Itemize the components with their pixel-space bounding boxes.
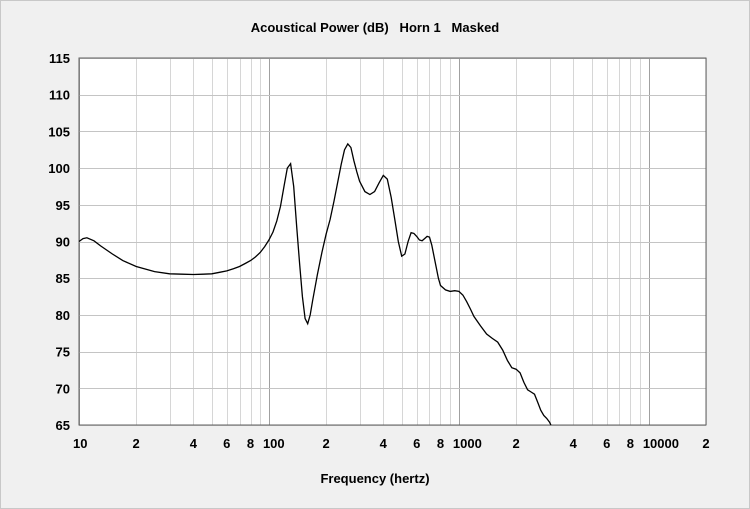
y-tick-label: 75 xyxy=(56,345,70,360)
x-axis-label: Frequency (hertz) xyxy=(320,471,430,486)
y-tick-label: 90 xyxy=(56,235,70,250)
plot-background xyxy=(79,58,706,425)
x-tick-label: 100 xyxy=(263,436,285,451)
x-tick-label: 2 xyxy=(702,436,709,451)
y-tick-label: 110 xyxy=(49,88,70,103)
y-tick-label: 105 xyxy=(48,124,70,139)
y-tick-label: 70 xyxy=(56,381,70,396)
y-tick-label: 115 xyxy=(49,51,70,66)
y-axis: 65 70 75 80 85 90 95 100 105 110 115 xyxy=(48,51,70,433)
x-tick-label: 8 xyxy=(627,436,634,451)
y-tick-label: 85 xyxy=(56,271,70,286)
x-tick-label: 6 xyxy=(603,436,610,451)
x-tick-label: 6 xyxy=(413,436,420,451)
x-axis: 10 2 4 6 8 100 2 4 6 8 1000 2 4 6 8 10000 2 xyxy=(73,436,710,451)
x-tick-label: 2 xyxy=(512,436,519,451)
x-tick-label: 2 xyxy=(133,436,140,451)
y-tick-label: 95 xyxy=(56,198,70,213)
x-tick-label: 4 xyxy=(380,436,388,451)
x-tick-label: 10000 xyxy=(643,436,679,451)
x-tick-label: 2 xyxy=(323,436,330,451)
x-tick-label: 4 xyxy=(570,436,578,451)
y-tick-label: 65 xyxy=(56,418,70,433)
x-tick-label: 10 xyxy=(73,436,87,451)
x-tick-label: 1000 xyxy=(453,436,482,451)
series-line xyxy=(78,142,552,426)
x-tick-label: 8 xyxy=(247,436,254,451)
x-tick-label: 6 xyxy=(223,436,230,451)
y-tick-label: 100 xyxy=(48,161,70,176)
x-tick-label: 4 xyxy=(190,436,198,451)
y-tick-label: 80 xyxy=(56,308,70,323)
chart-title: Acoustical Power (dB) Horn 1 Masked xyxy=(250,20,500,35)
x-tick-label: 8 xyxy=(437,436,444,451)
